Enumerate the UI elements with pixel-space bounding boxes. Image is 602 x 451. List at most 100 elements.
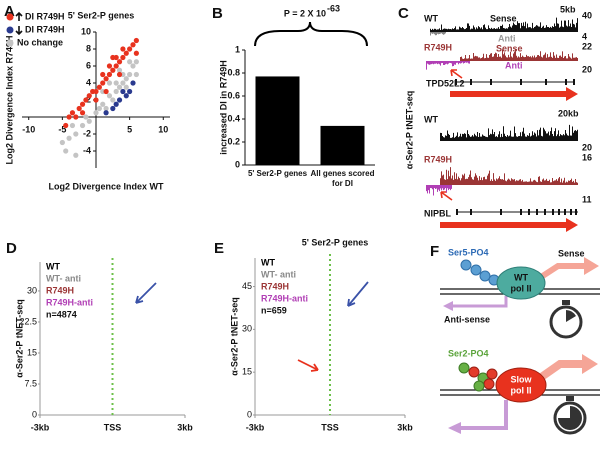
panel-f: WT pol II Ser5-PO4 Sense Anti-sense Slow… bbox=[440, 247, 600, 435]
point bbox=[100, 80, 106, 86]
pointer-arrow bbox=[450, 69, 463, 79]
point bbox=[96, 105, 102, 112]
track-label: R749H bbox=[424, 42, 452, 52]
exon bbox=[528, 209, 530, 215]
strand-label: Anti bbox=[505, 60, 523, 70]
point bbox=[103, 88, 109, 95]
x-tick-label: 10 bbox=[158, 124, 168, 134]
point bbox=[79, 122, 86, 129]
point bbox=[103, 110, 109, 116]
exon bbox=[558, 209, 560, 215]
exon bbox=[564, 209, 566, 215]
exon bbox=[552, 209, 554, 215]
stopwatch bbox=[549, 300, 583, 339]
y-axis-label: α-Ser2-P tNET-seq bbox=[229, 297, 239, 375]
point bbox=[123, 76, 129, 82]
point bbox=[110, 105, 116, 112]
y-tick-label: 0.8 bbox=[227, 67, 240, 77]
coverage-track bbox=[440, 167, 578, 185]
point bbox=[120, 54, 126, 61]
y-tick-label: 4 bbox=[86, 77, 91, 87]
point bbox=[113, 80, 119, 86]
exon bbox=[456, 209, 458, 215]
exon bbox=[520, 209, 522, 215]
point bbox=[130, 80, 136, 86]
coverage-track bbox=[430, 32, 446, 36]
phospho-ball bbox=[458, 362, 470, 374]
point bbox=[123, 84, 129, 90]
panel-letter: B bbox=[212, 5, 223, 22]
legend-label: WT bbox=[46, 261, 60, 271]
track-label: R749H bbox=[424, 154, 452, 164]
y-tick-label: 10 bbox=[81, 26, 91, 36]
y-tick-label: -2 bbox=[83, 128, 91, 138]
sense-arrow bbox=[582, 354, 598, 374]
direction-arrow bbox=[450, 87, 578, 101]
legend-label: R749H-anti bbox=[46, 297, 93, 307]
direction-arrow bbox=[440, 218, 578, 232]
track-limit: 40 bbox=[582, 10, 592, 20]
y-tick-label: 45 bbox=[242, 281, 252, 291]
coverage-track bbox=[426, 185, 452, 196]
pointer-arrow bbox=[135, 282, 157, 304]
point bbox=[116, 59, 123, 65]
point bbox=[130, 42, 136, 48]
point bbox=[130, 63, 136, 69]
point bbox=[110, 97, 116, 103]
legend-swatch bbox=[6, 26, 14, 34]
y-tick-label: 0.6 bbox=[227, 90, 240, 100]
phospho-ball bbox=[460, 259, 472, 271]
legend-swatch bbox=[6, 39, 14, 47]
point bbox=[106, 93, 113, 99]
point bbox=[93, 88, 99, 95]
annotation: n=659 bbox=[261, 305, 287, 315]
track-limit: 20 bbox=[582, 142, 592, 152]
point bbox=[93, 110, 99, 116]
legend-swatch bbox=[6, 13, 14, 21]
modification-label: Ser2-PO4 bbox=[448, 348, 489, 358]
annotation: n=4874 bbox=[46, 309, 77, 319]
point bbox=[63, 122, 69, 129]
y-tick-label: 0 bbox=[32, 409, 37, 419]
x-tick-label: TSS bbox=[321, 422, 339, 432]
point bbox=[69, 122, 76, 129]
bar bbox=[255, 76, 300, 165]
x-axis-label: Log2 Divergence Index WT bbox=[48, 181, 164, 191]
point bbox=[127, 88, 133, 95]
point bbox=[83, 114, 89, 120]
polymerase-label: WT bbox=[514, 272, 528, 282]
x-tick-label: All genes scored for DI bbox=[310, 169, 375, 188]
point bbox=[96, 84, 102, 90]
point bbox=[133, 50, 139, 56]
phospho-ball bbox=[483, 378, 495, 390]
y-tick-label: 22.5 bbox=[19, 316, 37, 326]
point bbox=[103, 76, 109, 82]
x-tick-label: -3kb bbox=[31, 422, 50, 432]
polymerase-label: pol II bbox=[511, 283, 532, 293]
x-tick-label: 3kb bbox=[397, 422, 413, 432]
legend-arrow bbox=[15, 11, 23, 21]
point bbox=[66, 114, 72, 120]
phospho-ball bbox=[470, 264, 482, 276]
polymerase-label: pol II bbox=[511, 385, 532, 395]
polymerase bbox=[496, 266, 546, 300]
point bbox=[110, 54, 116, 61]
track-limit: 20 bbox=[582, 64, 592, 74]
track-label: WT bbox=[424, 13, 438, 23]
point bbox=[106, 63, 113, 69]
point bbox=[127, 46, 133, 52]
y-tick-label: 0.2 bbox=[227, 136, 240, 146]
antisense-arrow bbox=[452, 296, 508, 308]
polymerase-label: Slow bbox=[510, 374, 532, 384]
point bbox=[103, 105, 109, 112]
x-tick-label: 5' Ser2-P genes bbox=[247, 169, 308, 178]
point bbox=[106, 71, 113, 78]
point bbox=[100, 71, 106, 78]
point bbox=[127, 71, 133, 78]
point bbox=[73, 152, 79, 158]
point bbox=[133, 71, 139, 78]
panel-letter: E bbox=[214, 240, 224, 257]
phospho-ball bbox=[473, 380, 485, 392]
modification-label: Ser5-PO4 bbox=[448, 247, 489, 257]
legend-label: WT- anti bbox=[46, 273, 81, 283]
